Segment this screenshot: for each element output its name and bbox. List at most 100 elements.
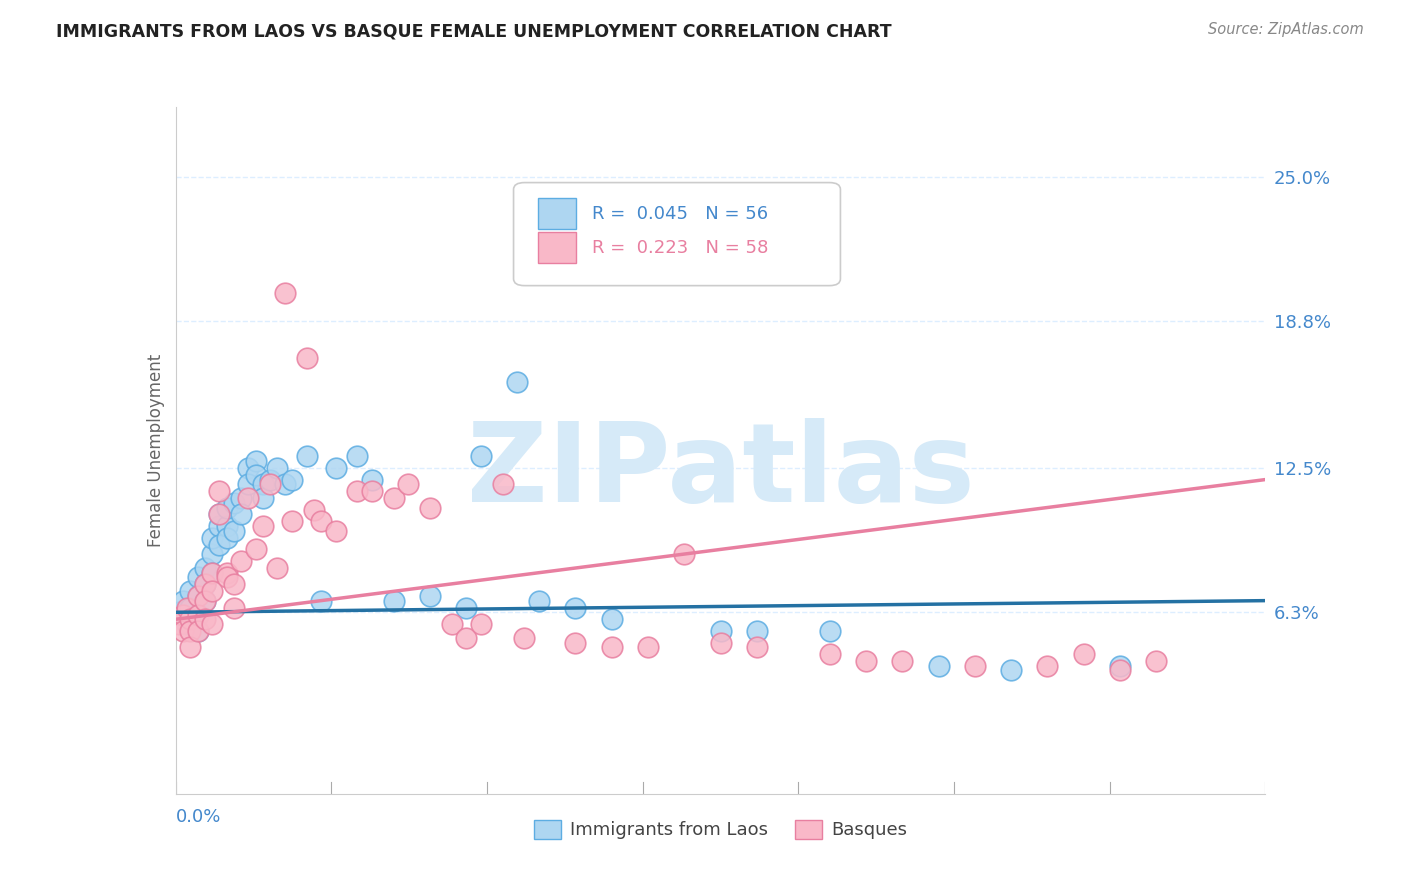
Point [564, 600, 586, 615]
Point [179, 640, 201, 655]
Point [1109, 664, 1132, 678]
Point [201, 616, 224, 631]
Point [172, 624, 194, 638]
Point [266, 561, 288, 575]
Point [186, 589, 209, 603]
Point [295, 450, 318, 464]
Point [186, 624, 209, 638]
Point [215, 570, 238, 584]
Point [201, 566, 224, 580]
Point [231, 554, 253, 568]
Point [186, 570, 209, 584]
Point [215, 519, 238, 533]
Point [259, 477, 281, 491]
Point [186, 607, 209, 622]
Point [325, 461, 347, 475]
Point [274, 286, 297, 301]
Point [513, 631, 536, 645]
Point [325, 524, 347, 538]
Point [169, 616, 191, 631]
Point [266, 461, 288, 475]
Point [172, 612, 194, 626]
Point [252, 491, 274, 506]
Point [818, 647, 841, 661]
Point [1109, 658, 1132, 673]
Point [231, 508, 253, 522]
Point [600, 612, 623, 626]
Text: R =  0.045   N = 56: R = 0.045 N = 56 [592, 204, 768, 222]
Text: IMMIGRANTS FROM LAOS VS BASQUE FEMALE UNEMPLOYMENT CORRELATION CHART: IMMIGRANTS FROM LAOS VS BASQUE FEMALE UN… [56, 22, 891, 40]
Point [194, 612, 217, 626]
Point [245, 467, 267, 482]
Point [201, 531, 224, 545]
Point [456, 600, 478, 615]
Point [208, 484, 231, 499]
Point [456, 631, 478, 645]
Point [222, 524, 245, 538]
Point [208, 538, 231, 552]
Point [382, 491, 405, 506]
Y-axis label: Female Unemployment: Female Unemployment [146, 354, 165, 547]
Point [346, 484, 368, 499]
Point [309, 515, 332, 529]
Point [309, 593, 332, 607]
Point [238, 477, 260, 491]
Point [176, 616, 198, 631]
Text: 0.0%: 0.0% [176, 807, 221, 826]
Point [360, 484, 382, 499]
Text: Source: ZipAtlas.com: Source: ZipAtlas.com [1208, 22, 1364, 37]
Legend: Immigrants from Laos, Basques: Immigrants from Laos, Basques [527, 813, 914, 847]
Point [252, 519, 274, 533]
Point [208, 519, 231, 533]
FancyBboxPatch shape [513, 183, 841, 285]
Point [201, 584, 224, 599]
Point [238, 461, 260, 475]
Text: ZIPatlas: ZIPatlas [467, 417, 974, 524]
FancyBboxPatch shape [537, 198, 575, 229]
Point [346, 450, 368, 464]
Point [186, 607, 209, 622]
Point [506, 375, 529, 389]
Point [396, 477, 419, 491]
Point [238, 491, 260, 506]
Point [245, 542, 267, 557]
Point [194, 577, 217, 591]
Point [963, 658, 986, 673]
Point [172, 607, 194, 622]
Point [1036, 658, 1059, 673]
Point [295, 351, 318, 366]
FancyBboxPatch shape [537, 233, 575, 263]
Point [360, 473, 382, 487]
Point [1000, 664, 1022, 678]
Point [673, 547, 696, 561]
Point [172, 593, 194, 607]
Point [222, 600, 245, 615]
Point [382, 593, 405, 607]
Point [492, 477, 515, 491]
Point [470, 450, 492, 464]
Point [745, 640, 768, 655]
Point [186, 624, 209, 638]
Point [302, 503, 325, 517]
Point [179, 624, 201, 638]
Point [222, 577, 245, 591]
Point [179, 612, 201, 626]
Point [281, 473, 304, 487]
Point [470, 616, 492, 631]
Point [201, 566, 224, 580]
Point [194, 593, 217, 607]
Point [215, 500, 238, 515]
Point [1073, 647, 1095, 661]
Text: R =  0.223   N = 58: R = 0.223 N = 58 [592, 239, 768, 257]
Point [710, 635, 733, 649]
Point [215, 531, 238, 545]
Point [215, 566, 238, 580]
Point [745, 624, 768, 638]
Point [201, 547, 224, 561]
Point [274, 477, 297, 491]
Point [208, 508, 231, 522]
Point [194, 577, 217, 591]
Point [179, 616, 201, 631]
Point [855, 654, 877, 668]
Point [818, 624, 841, 638]
